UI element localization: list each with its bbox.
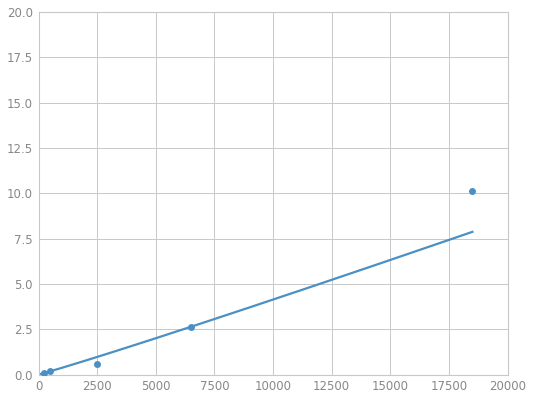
Point — [187, 324, 195, 330]
Point — [93, 360, 101, 367]
Point — [46, 368, 54, 374]
Point — [40, 370, 49, 376]
Point — [468, 188, 477, 195]
